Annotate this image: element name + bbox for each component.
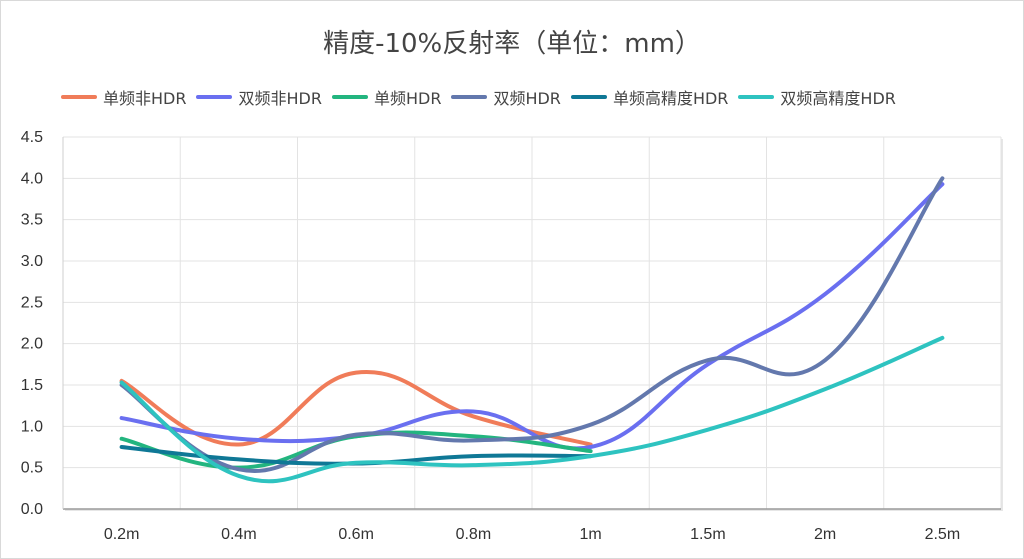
x-tick-label: 2.5m [925,526,961,543]
y-tick-label: 4.0 [21,170,43,187]
legend-label: 双频HDR [493,89,561,108]
legend-swatch [451,95,488,99]
legend-swatch [61,95,97,99]
y-tick-label: 4.5 [21,129,43,146]
legend-swatch [196,95,233,99]
legend-label: 单频高精度HDR [612,89,729,108]
legend-item[interactable]: 双频高精度HDR [738,85,896,109]
series-2-line [119,182,945,451]
y-tick-label: 1.0 [21,418,43,435]
legend-swatch [738,95,775,99]
x-tick-label: 1.5m [690,526,726,543]
legend-item[interactable]: 单频高精度HDR [570,85,729,109]
x-tick-label: 0.2m [104,526,140,543]
y-tick-label: 2.0 [21,336,43,353]
series-4-line [119,176,945,473]
legend-label: 双频非HDR [238,89,322,108]
legend-label: 单频HDR [373,89,442,108]
legend-label: 单频非HDR [103,89,187,108]
y-tick-label: 3.0 [21,253,43,270]
x-tick-label: 0.8m [456,526,492,543]
x-tick-label: 2m [814,526,836,543]
legend-item[interactable]: 双频HDR [451,85,561,109]
x-tick-label: 0.4m [221,526,257,543]
legend-swatch [570,95,607,99]
y-tick-label: 0.5 [21,460,43,477]
y-tick-label: 2.5 [21,294,43,311]
series-6-line [119,335,945,484]
x-tick-label: 1m [580,526,602,543]
chart-title: 精度-10%反射率（单位：mm） [323,29,701,59]
y-tick-label: 0.0 [21,501,43,518]
legend-label: 双频高精度HDR [780,89,896,108]
legend: 单频非HDR 双频非HDR 单频HDR 双频HDR 单频高精度HDR 双频高精度HDR [61,85,896,109]
legend-item[interactable]: 单频非HDR [61,85,186,109]
y-tick-label: 3.5 [21,212,43,229]
legend-swatch [331,95,368,99]
legend-item[interactable]: 单频HDR [331,85,442,109]
x-tick-label: 0.6m [338,526,374,543]
y-tick-label: 1.5 [21,377,43,394]
legend-item[interactable]: 双频非HDR [196,85,322,109]
